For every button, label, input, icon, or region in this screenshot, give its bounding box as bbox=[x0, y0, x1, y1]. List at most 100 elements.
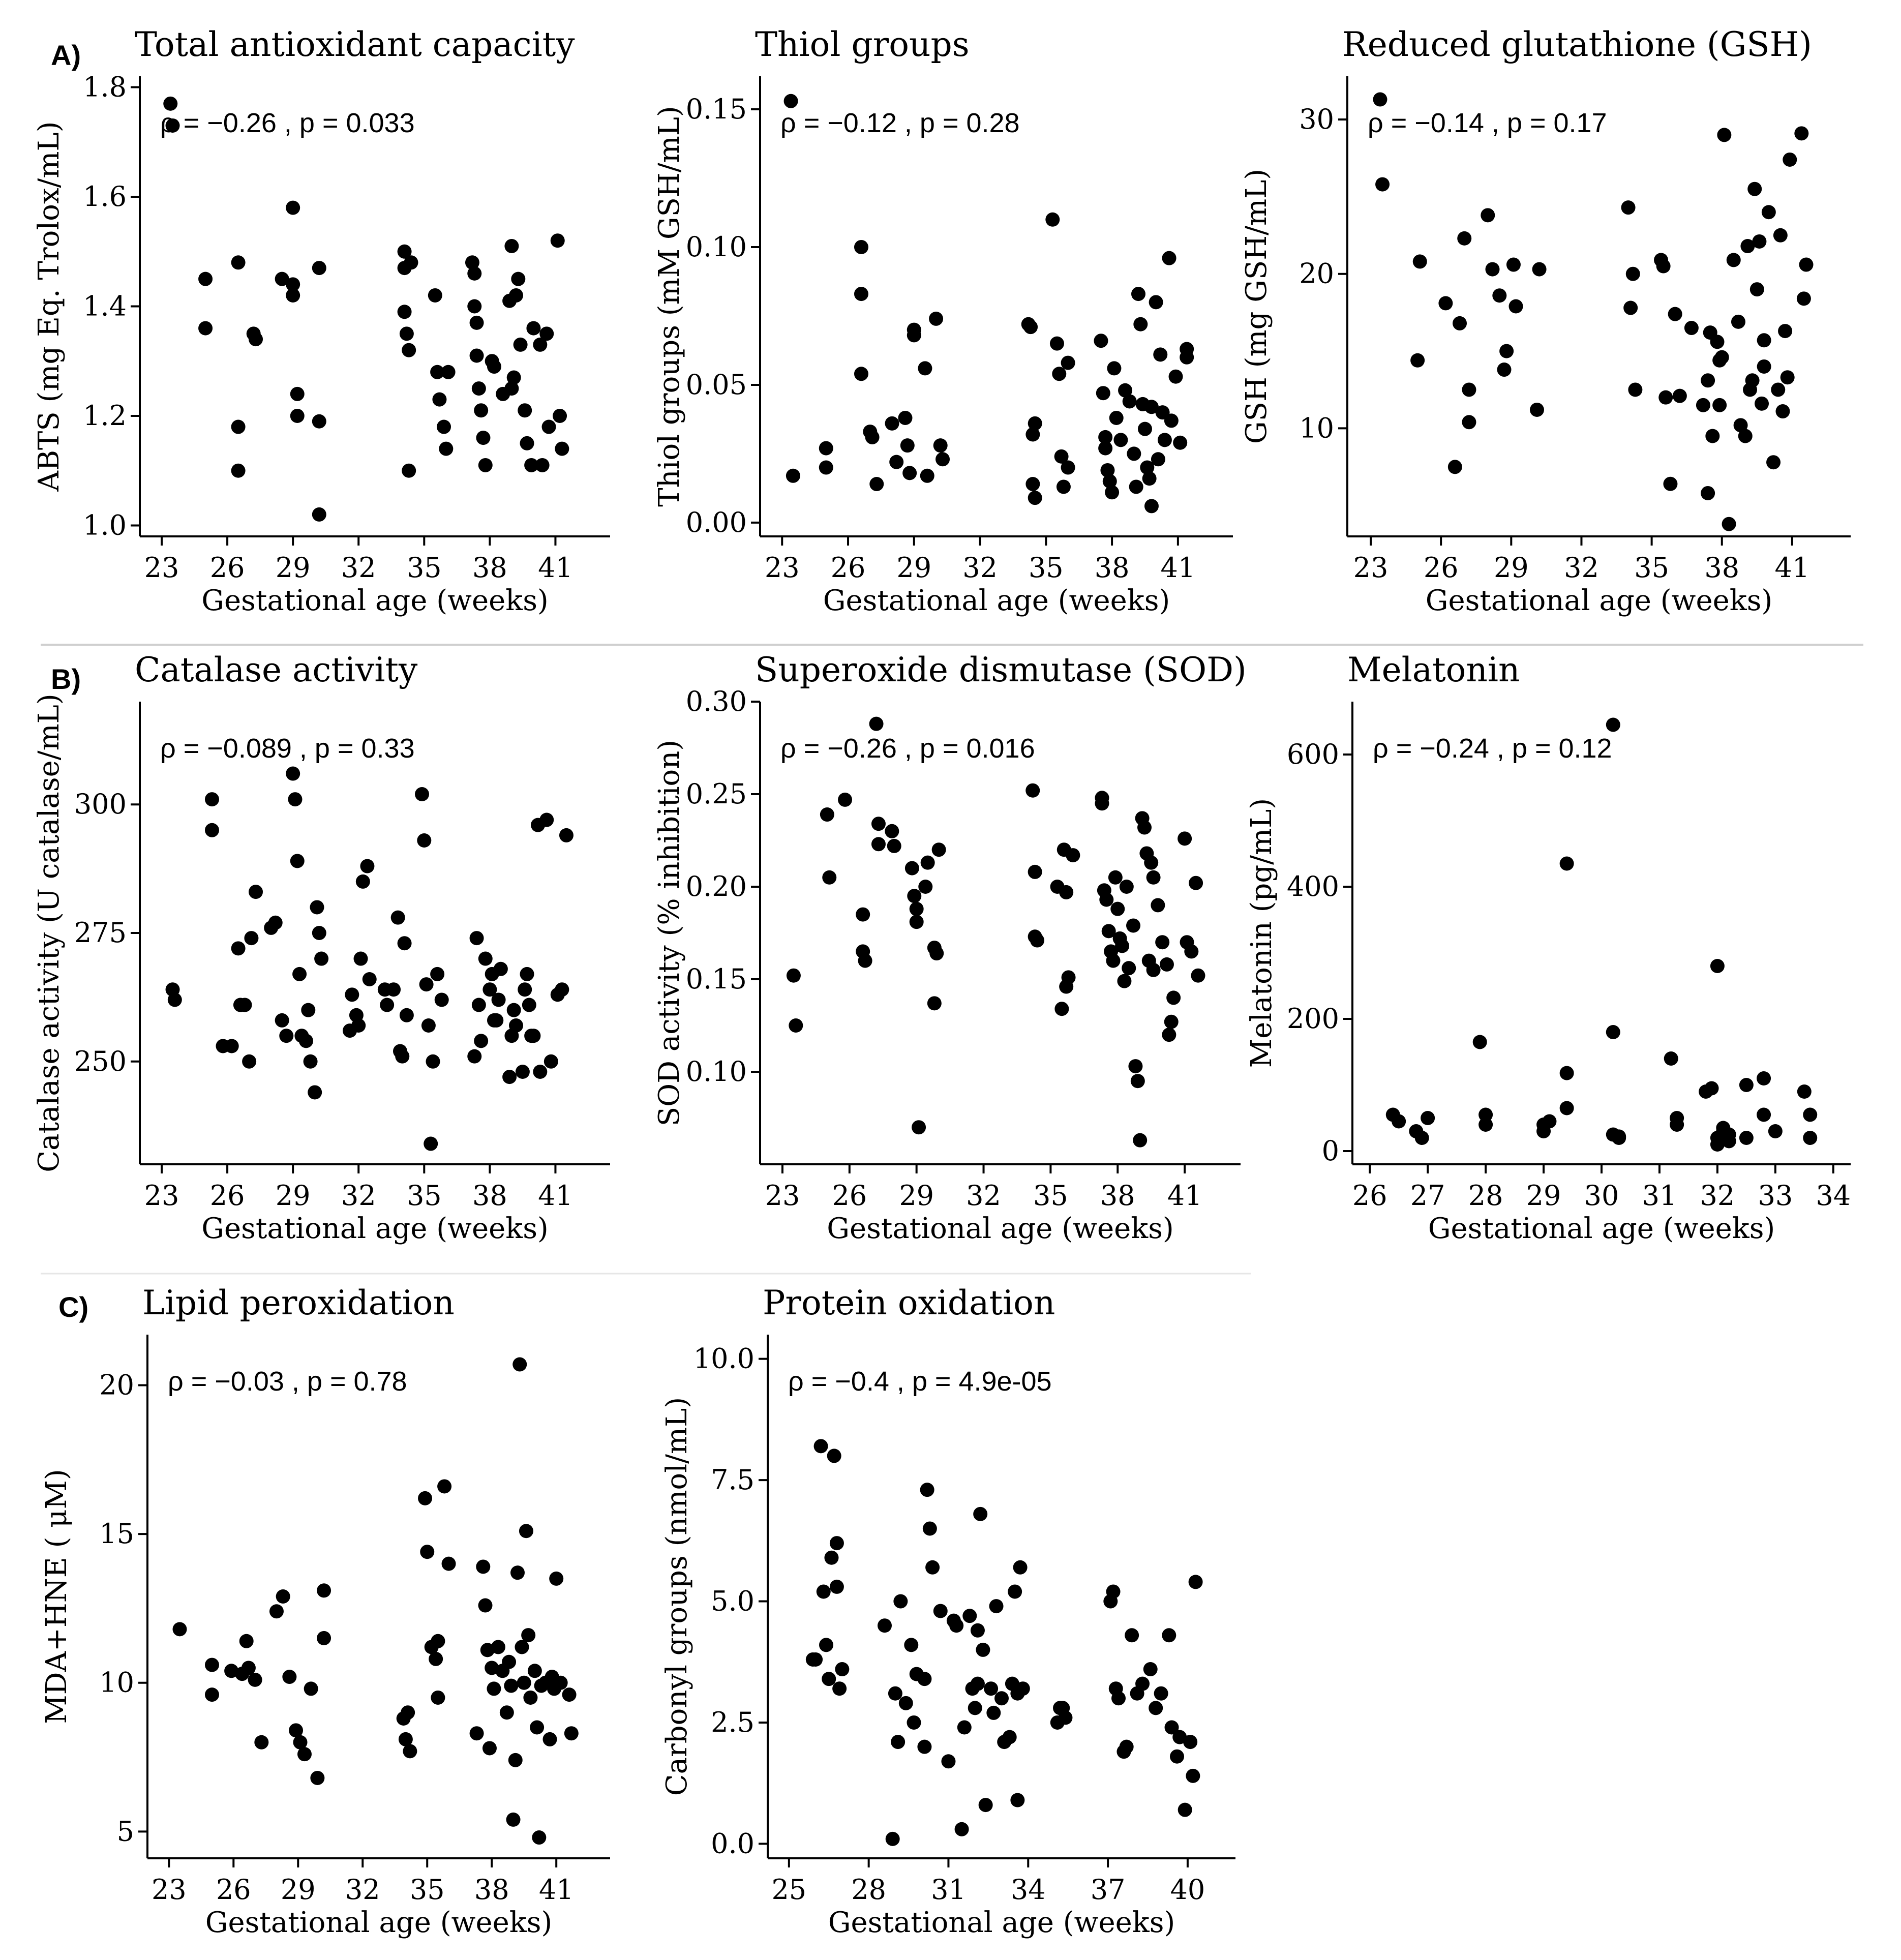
data-point bbox=[404, 255, 418, 270]
data-point bbox=[1122, 961, 1136, 976]
data-point bbox=[888, 1686, 902, 1701]
data-point bbox=[231, 419, 246, 434]
data-point bbox=[544, 1054, 558, 1069]
data-point bbox=[1101, 924, 1116, 939]
data-point bbox=[1803, 1107, 1818, 1122]
data-point bbox=[312, 926, 326, 940]
data-point bbox=[786, 968, 801, 983]
data-point bbox=[1658, 390, 1673, 405]
data-point bbox=[502, 1654, 517, 1669]
x-axis-label: Gestational age (weeks) bbox=[827, 1212, 1174, 1245]
y-tick-label: 10 bbox=[1299, 412, 1334, 444]
data-point bbox=[1098, 441, 1113, 456]
data-point bbox=[1559, 856, 1574, 871]
data-point bbox=[907, 328, 921, 343]
data-point bbox=[420, 1545, 435, 1559]
data-point bbox=[1058, 1710, 1073, 1725]
data-point bbox=[399, 1008, 414, 1022]
data-point bbox=[530, 1720, 545, 1735]
data-point bbox=[431, 1634, 445, 1648]
data-point bbox=[1481, 208, 1495, 223]
data-point bbox=[553, 1675, 568, 1690]
y-tick-label: 300 bbox=[74, 788, 127, 820]
data-point bbox=[954, 1822, 969, 1836]
data-point bbox=[314, 951, 329, 966]
data-point bbox=[1144, 855, 1159, 870]
data-point bbox=[1096, 386, 1110, 401]
data-point bbox=[1755, 396, 1769, 411]
data-point bbox=[1117, 974, 1132, 988]
data-point bbox=[936, 452, 950, 467]
data-point bbox=[1757, 359, 1771, 374]
data-point bbox=[1532, 262, 1547, 277]
data-point bbox=[858, 953, 872, 968]
data-point bbox=[275, 272, 289, 286]
data-point bbox=[312, 507, 326, 522]
x-tick-label: 32 bbox=[345, 1874, 380, 1906]
data-point bbox=[469, 315, 484, 330]
data-point bbox=[1761, 205, 1776, 220]
data-point bbox=[511, 272, 526, 286]
data-point bbox=[1186, 1768, 1200, 1783]
data-point bbox=[1028, 491, 1042, 505]
data-point bbox=[506, 1003, 521, 1017]
data-point bbox=[231, 255, 246, 270]
data-point bbox=[786, 468, 800, 483]
data-point bbox=[1663, 476, 1678, 491]
correlation-annotation: ρ = −0.26 , p = 0.016 bbox=[780, 733, 1035, 764]
y-tick-label: 0.0 bbox=[711, 1827, 755, 1859]
data-point bbox=[1701, 486, 1715, 500]
data-point bbox=[504, 381, 519, 396]
data-point bbox=[1066, 848, 1080, 863]
data-point bbox=[1119, 880, 1134, 894]
data-point bbox=[887, 838, 901, 853]
data-point bbox=[1144, 400, 1159, 414]
x-tick-label: 31 bbox=[931, 1874, 966, 1906]
panel-letter-c: C) bbox=[58, 1291, 88, 1323]
data-point bbox=[957, 1720, 972, 1735]
data-point bbox=[428, 288, 442, 303]
data-point bbox=[471, 381, 486, 396]
x-tick-label: 33 bbox=[1758, 1180, 1793, 1212]
data-point bbox=[1105, 485, 1120, 500]
data-point bbox=[1135, 1676, 1150, 1691]
data-point bbox=[1061, 355, 1075, 370]
data-point bbox=[1478, 1118, 1493, 1132]
data-point bbox=[1054, 449, 1069, 464]
data-point bbox=[471, 998, 486, 1012]
data-point bbox=[286, 277, 300, 292]
data-point bbox=[978, 1798, 993, 1813]
data-point bbox=[922, 1521, 937, 1536]
data-point bbox=[276, 1589, 290, 1604]
data-point bbox=[521, 1628, 536, 1643]
data-point bbox=[1131, 287, 1145, 301]
x-tick-label: 26 bbox=[832, 1180, 867, 1212]
data-point bbox=[918, 880, 933, 894]
data-point bbox=[1783, 152, 1797, 167]
data-point bbox=[976, 1642, 990, 1657]
data-point bbox=[1111, 1691, 1126, 1706]
y-tick-label: 5.0 bbox=[711, 1585, 755, 1617]
data-point bbox=[510, 1565, 525, 1580]
data-point bbox=[1757, 1071, 1771, 1085]
data-point bbox=[1146, 870, 1161, 885]
x-axis-label: Gestational age (weeks) bbox=[1428, 1212, 1775, 1245]
data-point bbox=[559, 828, 574, 842]
data-point bbox=[469, 1726, 484, 1741]
data-point bbox=[1143, 1662, 1158, 1677]
data-point bbox=[973, 1506, 988, 1521]
data-point bbox=[1015, 1681, 1030, 1696]
data-point bbox=[275, 1013, 289, 1028]
data-point bbox=[244, 931, 259, 946]
x-tick-label: 41 bbox=[538, 1180, 573, 1212]
data-point bbox=[519, 1524, 533, 1539]
data-point bbox=[1656, 259, 1671, 274]
data-point bbox=[397, 936, 412, 951]
data-point bbox=[1421, 1111, 1435, 1125]
correlation-annotation: ρ = −0.03 , p = 0.78 bbox=[168, 1366, 407, 1397]
data-point bbox=[487, 359, 501, 374]
data-point bbox=[907, 1715, 921, 1730]
data-point bbox=[829, 1579, 844, 1594]
